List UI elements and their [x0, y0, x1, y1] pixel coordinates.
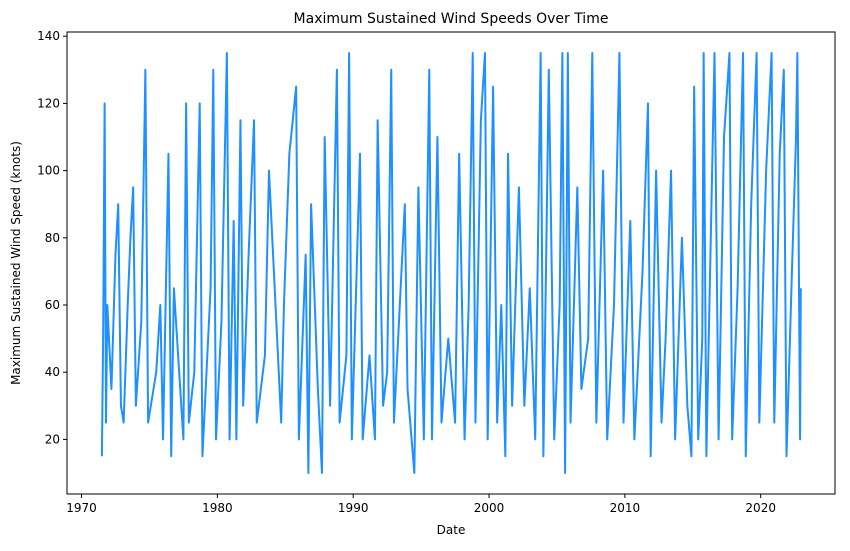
- y-tick-label: 100: [37, 164, 60, 178]
- y-tick-label: 120: [37, 96, 60, 110]
- plot-frame: [66, 31, 836, 495]
- y-axis-label: Maximum Sustained Wind Speed (knots): [9, 141, 23, 385]
- chart-title: Maximum Sustained Wind Speeds Over Time: [294, 11, 609, 27]
- data-line: [100, 52, 802, 474]
- y-tick-label: 40: [45, 365, 60, 379]
- x-tick-label: 1970: [66, 501, 97, 515]
- x-tick-label: 1980: [202, 501, 233, 515]
- y-tick-label: 80: [45, 231, 60, 245]
- y-tick-label: 140: [37, 29, 60, 43]
- x-tick-label: 2020: [745, 501, 776, 515]
- y-tick-label: 20: [45, 432, 60, 446]
- y-tick-label: 60: [45, 298, 60, 312]
- x-tick-label: 2010: [610, 501, 641, 515]
- x-tick-label: 1990: [338, 501, 369, 515]
- x-tick-label: 2000: [474, 501, 505, 515]
- x-axis-label: Date: [437, 523, 466, 537]
